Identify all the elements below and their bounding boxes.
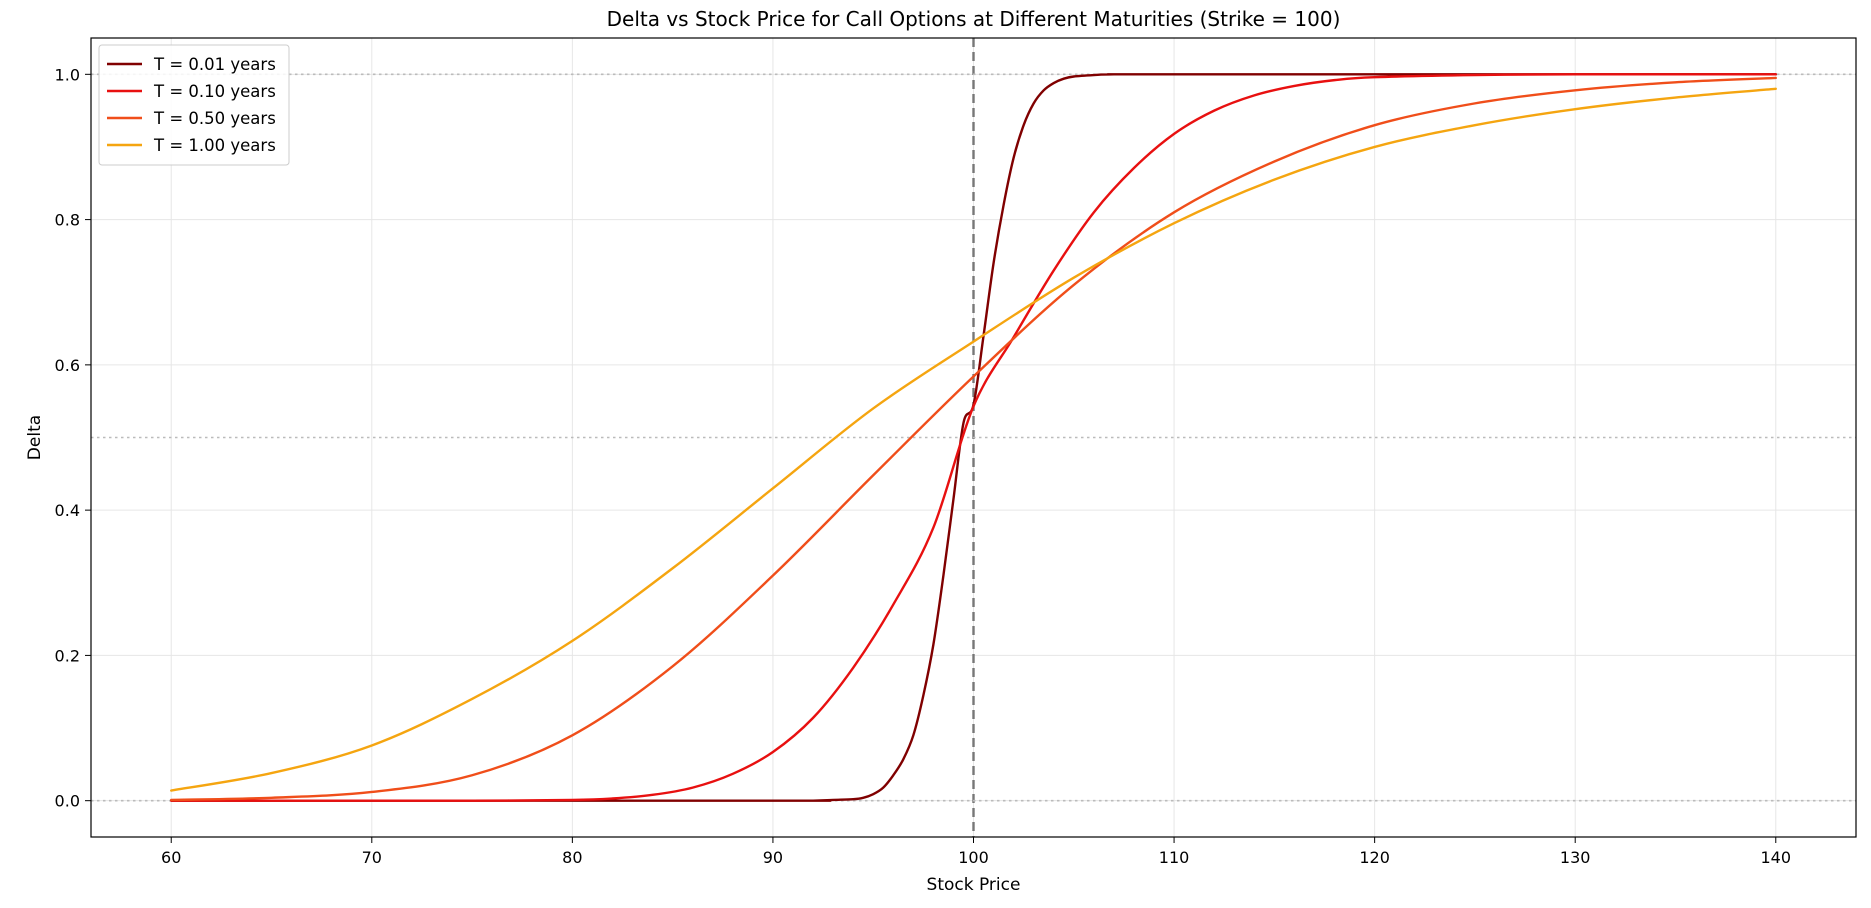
y-tick-label: 0.8	[55, 211, 80, 230]
legend: T = 0.01 years T = 0.10 years T = 0.50 yea…	[98, 44, 290, 166]
series-line-3	[170, 76, 1777, 802]
legend-label-2: T = 0.10 years	[153, 82, 276, 101]
x-tick-label: 110	[1159, 848, 1190, 867]
y-tick-label: 0.6	[55, 356, 80, 375]
legend-box	[98, 44, 290, 166]
y-tick-label: 0.2	[55, 646, 80, 665]
x-tick-label: 100	[958, 848, 989, 867]
x-tick-label: 70	[362, 848, 382, 867]
legend-label-3: T = 0.50 years	[153, 109, 276, 128]
x-tick-label: 140	[1760, 848, 1791, 867]
y-axis-label: Delta	[25, 415, 45, 460]
x-axis-ticks: 60 70 80 90 100 110 120 130 140	[161, 837, 1791, 867]
y-tick-label: 0.4	[55, 501, 80, 520]
series-lines	[170, 73, 1777, 802]
series-line-1	[170, 73, 1777, 802]
x-tick-label: 90	[763, 848, 783, 867]
x-axis-label: Stock Price	[927, 875, 1021, 895]
x-tick-label: 120	[1359, 848, 1390, 867]
legend-label-4: T = 1.00 years	[153, 136, 276, 155]
y-axis-ticks: 0.0 0.2 0.4 0.6 0.8 1.0	[55, 65, 91, 811]
series-line-2	[170, 73, 1777, 802]
chart-title: Delta vs Stock Price for Call Options at…	[607, 7, 1341, 31]
y-tick-label: 0.0	[55, 792, 80, 811]
x-tick-label: 130	[1560, 848, 1591, 867]
series-line-4	[170, 87, 1777, 792]
y-tick-label: 1.0	[55, 65, 80, 84]
x-tick-label: 60	[161, 848, 181, 867]
x-tick-label: 80	[562, 848, 582, 867]
legend-label-1: T = 0.01 years	[153, 55, 276, 74]
